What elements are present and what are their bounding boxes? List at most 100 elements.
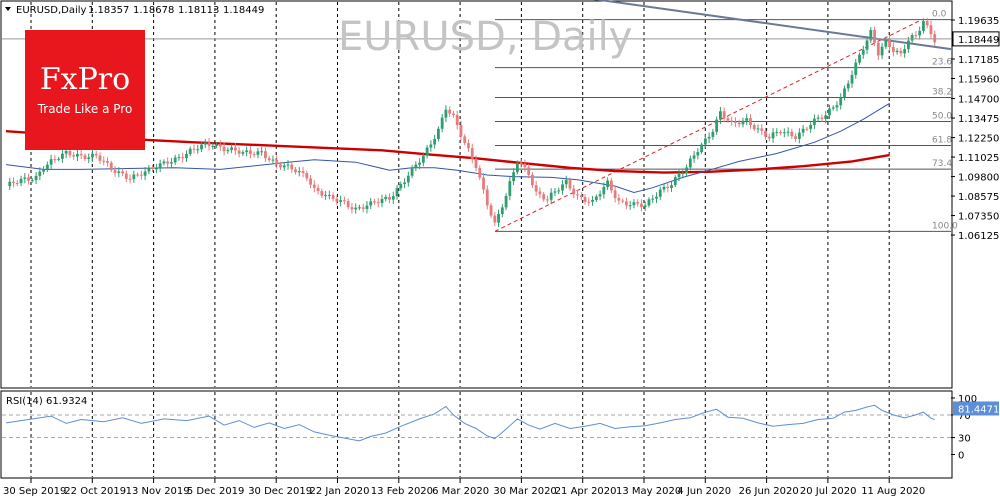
candle-body — [519, 162, 523, 164]
candle-body — [327, 194, 331, 196]
y-tick-label: 1.14700 — [958, 95, 999, 106]
candle-body — [775, 132, 779, 134]
candle-body — [384, 196, 388, 199]
candle-body — [425, 147, 429, 156]
fib-level-label: 73.4 — [932, 159, 952, 169]
candle-body — [801, 128, 805, 133]
current-price-box — [952, 31, 1000, 47]
fib-level-label: 0.0 — [932, 10, 947, 20]
candle-body — [583, 197, 587, 202]
x-tick-label: 13 Feb 2020 — [371, 486, 433, 497]
fib-level-label: 61.8 — [932, 136, 952, 146]
candle-body — [869, 29, 873, 41]
candle-body — [249, 150, 252, 155]
candle-body — [57, 158, 61, 160]
candle-body — [151, 167, 155, 169]
candle-body — [83, 155, 87, 160]
candle-body — [395, 188, 399, 197]
candle-body — [421, 155, 425, 163]
symbol-dropdown-icon[interactable] — [5, 7, 11, 11]
candle-body — [399, 184, 403, 189]
candle-body — [786, 131, 790, 133]
fxpro-logo: FxPro Trade Like a Pro — [25, 30, 145, 150]
y-tick-label: 1.06125 — [958, 231, 999, 242]
candle-body — [696, 152, 700, 156]
candle-body — [192, 148, 196, 150]
candle-body — [76, 153, 79, 157]
candle-body — [677, 173, 681, 178]
y-tick-label: 1.13475 — [958, 114, 999, 125]
candle-body — [922, 21, 925, 31]
rsi-layer: 100 70 30 0 81.4471 — [2, 394, 999, 462]
candle-body — [459, 125, 463, 137]
candle-body — [113, 170, 117, 173]
candle-body — [418, 162, 421, 165]
candle-body — [68, 150, 72, 156]
candle-body — [339, 200, 343, 202]
ma-50-layer — [5, 102, 890, 194]
candle-body — [500, 207, 504, 214]
symbol-line-close: 1.18449 — [223, 5, 264, 16]
candle-body — [726, 118, 730, 121]
candle-body — [282, 165, 286, 168]
candle-body — [256, 151, 260, 155]
candle-body — [594, 196, 598, 200]
candle-body — [858, 54, 861, 63]
candle-body — [504, 195, 508, 208]
candle-body — [531, 174, 534, 186]
candle-body — [162, 161, 166, 164]
candle-body — [557, 190, 561, 192]
fib-diagonal-line — [494, 19, 923, 232]
candle-body — [813, 118, 816, 125]
candle-body — [670, 185, 673, 188]
candle-body — [854, 62, 858, 75]
x-tick-label: 21 Apr 2020 — [555, 486, 617, 497]
candle-body — [136, 174, 139, 176]
candle-body — [756, 128, 760, 130]
candle-body — [166, 161, 170, 164]
watermark: EURUSD, Daily — [338, 14, 632, 60]
candle-body — [831, 107, 835, 109]
candle-body — [433, 139, 437, 145]
candle-body — [828, 108, 831, 116]
symbol-line-low: 1.18113 — [178, 5, 219, 16]
candle-body — [218, 144, 222, 147]
candle-body — [410, 167, 414, 176]
candle-body — [455, 115, 459, 126]
candle-body — [79, 153, 83, 156]
candle-body — [211, 145, 215, 147]
x-tick-label: 13 May 2020 — [616, 486, 681, 497]
candle-body — [170, 162, 173, 164]
candle-body — [722, 111, 726, 119]
candle-body — [734, 121, 737, 123]
candle-body — [98, 155, 102, 161]
candle-body — [324, 195, 327, 197]
candle-body — [132, 174, 136, 180]
candle-body — [891, 47, 895, 52]
candle-body — [203, 142, 207, 145]
candle-body — [707, 136, 711, 139]
candle-body — [579, 195, 583, 198]
candle-body — [196, 149, 200, 151]
candle-body — [440, 117, 444, 129]
candle-body — [467, 143, 470, 149]
candle-body — [320, 191, 324, 196]
candle-body — [843, 88, 846, 98]
rsi-current-label: 81.4471 — [958, 404, 999, 415]
candle-body — [38, 171, 42, 176]
candle-body — [177, 157, 181, 159]
candle-body — [497, 213, 500, 223]
candle-body — [903, 49, 907, 54]
candle-body — [534, 185, 538, 192]
candle-body — [715, 119, 719, 132]
candle-body — [485, 189, 489, 206]
y-tick-label: 1.08575 — [958, 192, 999, 203]
candle-body — [493, 215, 497, 223]
price-axis: 1.19635 1.17185 1.15960 1.14700 1.13475 1.122… — [2, 16, 1000, 242]
y-tick-label: 1.15960 — [958, 75, 999, 86]
vertical-gridlines — [30, 2, 890, 477]
candle-body — [388, 196, 391, 200]
logo-tagline: Trade Like a Pro — [37, 102, 133, 116]
